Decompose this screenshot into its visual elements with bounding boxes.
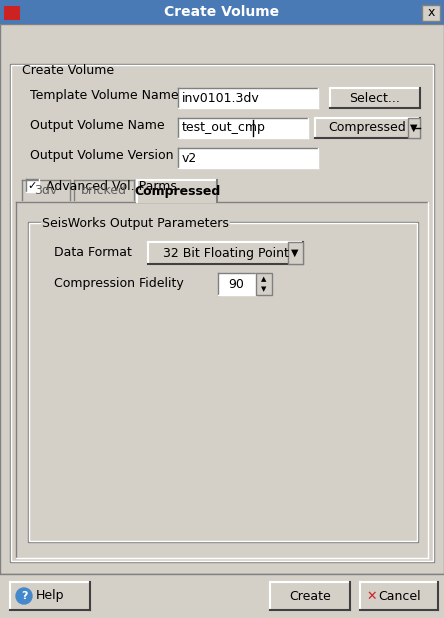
Bar (330, 88, 420, 108)
Bar (74, 180, 134, 200)
Bar (422, 5, 440, 21)
Bar (178, 118, 308, 138)
Bar (26, 179, 39, 192)
Bar (288, 242, 303, 264)
Bar (256, 273, 272, 295)
Bar (10, 64, 434, 562)
Text: ▼: ▼ (410, 123, 418, 133)
Text: Compressed: Compressed (329, 122, 406, 135)
Text: ✓: ✓ (28, 181, 37, 191)
Bar (148, 242, 303, 264)
Text: 3dv: 3dv (34, 184, 58, 197)
Text: ▲: ▲ (262, 276, 267, 282)
Bar (138, 200, 216, 203)
Bar (408, 118, 420, 138)
Text: Compression Fidelity: Compression Fidelity (54, 277, 184, 290)
Text: ▼: ▼ (262, 286, 267, 292)
Text: Create Volume: Create Volume (164, 5, 280, 19)
Text: Select...: Select... (349, 91, 400, 104)
Bar (11, 65, 433, 561)
Text: ▼: ▼ (291, 248, 299, 258)
Text: x: x (427, 7, 435, 20)
Text: ?: ? (21, 591, 27, 601)
Text: bricked: bricked (81, 184, 127, 197)
Text: Cancel: Cancel (379, 590, 421, 603)
Bar (0, 0, 444, 24)
Bar (137, 180, 217, 202)
Text: Compressed: Compressed (134, 185, 220, 198)
Bar (29, 223, 417, 541)
Bar (178, 88, 318, 108)
Text: test_out_cmp: test_out_cmp (182, 122, 266, 135)
Bar (315, 118, 420, 138)
Text: SeisWorks Output Parameters: SeisWorks Output Parameters (42, 218, 229, 231)
Text: Help: Help (36, 590, 64, 603)
Text: 32 Bit Floating Point: 32 Bit Floating Point (163, 247, 289, 260)
Text: Advanced Vol. Parms.: Advanced Vol. Parms. (46, 179, 181, 192)
Bar (22, 180, 70, 200)
Bar (360, 582, 438, 610)
Text: inv0101.3dv: inv0101.3dv (182, 91, 260, 104)
Bar (270, 582, 350, 610)
Bar (0, 24, 444, 574)
Bar (0, 574, 444, 618)
Text: Output Volume Name: Output Volume Name (30, 119, 165, 132)
Bar (16, 202, 428, 558)
Bar (218, 273, 256, 295)
Bar (178, 148, 318, 168)
Text: Data Format: Data Format (54, 245, 132, 258)
Bar (4, 6, 20, 20)
Circle shape (16, 588, 32, 604)
Text: Create Volume: Create Volume (22, 64, 114, 77)
Text: Create: Create (289, 590, 331, 603)
Text: v2: v2 (182, 151, 197, 164)
Text: 90: 90 (228, 277, 244, 290)
Bar (10, 582, 90, 610)
Text: ✕: ✕ (367, 590, 377, 603)
Bar (28, 222, 418, 542)
Text: Output Volume Version: Output Volume Version (30, 150, 174, 163)
Text: Template Volume Name: Template Volume Name (30, 90, 178, 103)
